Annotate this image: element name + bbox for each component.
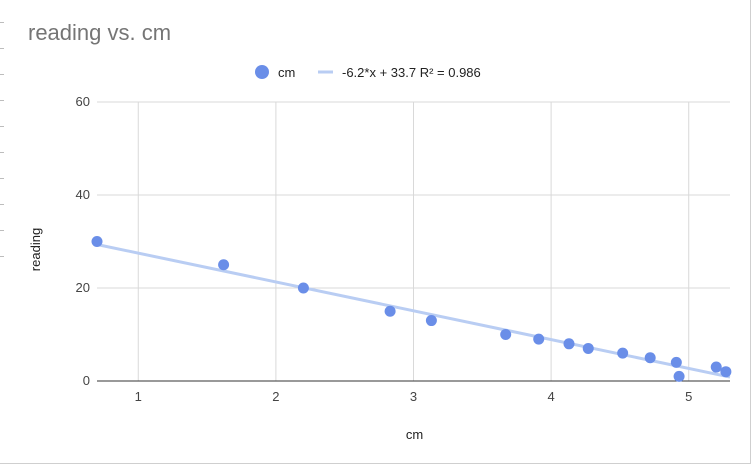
y-tick-label: 40 bbox=[76, 187, 90, 202]
y-axis-title: reading bbox=[28, 228, 43, 271]
data-point bbox=[720, 366, 732, 378]
y-tick-label: 0 bbox=[83, 373, 90, 388]
data-point bbox=[644, 352, 656, 364]
data-point bbox=[500, 329, 512, 340]
y-tick-label: 20 bbox=[76, 280, 90, 295]
x-tick-label: 3 bbox=[410, 389, 417, 404]
chart-title: reading vs. cm bbox=[28, 20, 172, 45]
data-point bbox=[582, 342, 594, 354]
x-axis-title: cm bbox=[406, 427, 423, 442]
left-edge-marks bbox=[0, 0, 4, 465]
x-tick-label: 2 bbox=[272, 389, 279, 404]
data-point bbox=[670, 356, 682, 368]
data-point bbox=[563, 338, 575, 350]
x-tick-label: 4 bbox=[547, 389, 554, 404]
x-tick-label: 1 bbox=[135, 389, 142, 404]
data-point bbox=[425, 315, 437, 327]
data-point bbox=[384, 305, 396, 317]
data-point bbox=[673, 370, 685, 382]
legend-label-trendline[interactable]: -6.2*x + 33.7 R² = 0.986 bbox=[342, 65, 481, 80]
data-point bbox=[710, 361, 722, 373]
data-point bbox=[91, 236, 103, 247]
data-point bbox=[218, 259, 230, 271]
legend-label-cm[interactable]: cm bbox=[278, 65, 295, 80]
x-tick-label: 5 bbox=[685, 389, 692, 404]
data-point bbox=[297, 282, 309, 294]
data-point bbox=[533, 333, 545, 345]
y-tick-label: 60 bbox=[76, 94, 90, 109]
legend-marker-cm[interactable] bbox=[255, 65, 269, 79]
data-point bbox=[617, 347, 629, 359]
